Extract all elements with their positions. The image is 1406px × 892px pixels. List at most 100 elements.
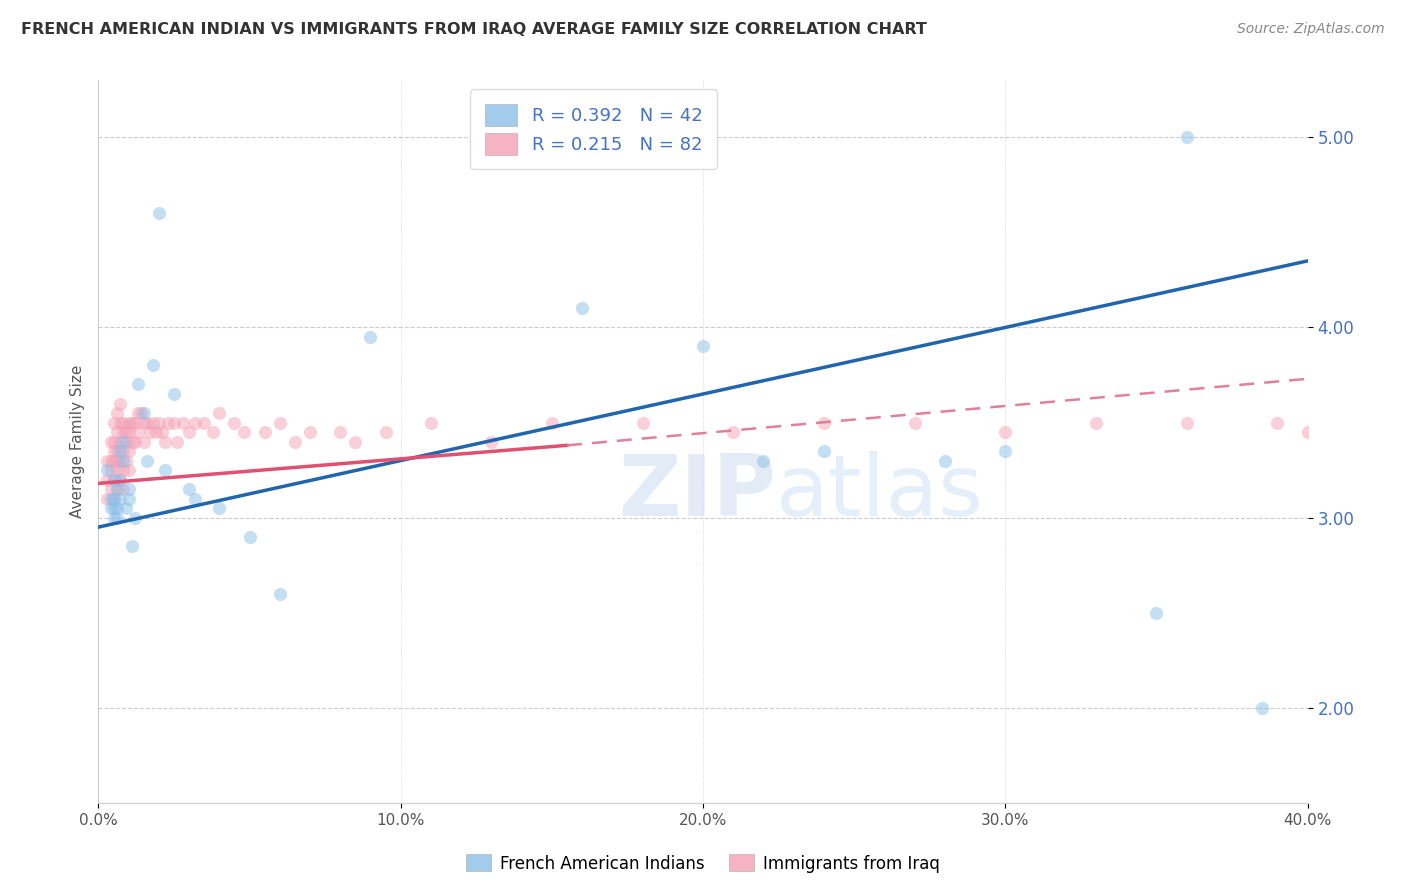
- Point: [179, 425, 201, 439]
- Point: [420, 416, 443, 430]
- Point: [108, 453, 131, 467]
- Point: [193, 416, 215, 430]
- Point: [124, 434, 146, 449]
- Point: [111, 453, 134, 467]
- Point: [105, 482, 128, 496]
- Point: [129, 406, 152, 420]
- Point: [100, 482, 122, 496]
- Point: [723, 425, 745, 439]
- Point: [114, 425, 136, 439]
- Point: [571, 301, 593, 316]
- Point: [163, 387, 186, 401]
- Point: [374, 425, 396, 439]
- Point: [103, 444, 125, 458]
- Point: [1085, 416, 1108, 430]
- Point: [299, 425, 322, 439]
- Point: [111, 482, 134, 496]
- Point: [142, 359, 165, 373]
- Point: [103, 501, 125, 516]
- Point: [127, 406, 149, 420]
- Point: [127, 377, 149, 392]
- Point: [96, 473, 118, 487]
- Point: [118, 425, 141, 439]
- Point: [813, 416, 835, 430]
- Point: [118, 444, 141, 458]
- Point: [148, 416, 170, 430]
- Point: [208, 406, 231, 420]
- Point: [118, 482, 141, 496]
- Point: [118, 463, 141, 477]
- Point: [121, 434, 143, 449]
- Point: [111, 416, 134, 430]
- Point: [127, 425, 149, 439]
- Point: [105, 510, 128, 524]
- Point: [202, 425, 225, 439]
- Point: [111, 434, 134, 449]
- Point: [118, 416, 141, 430]
- Point: [156, 416, 179, 430]
- Point: [100, 501, 122, 516]
- Text: FRENCH AMERICAN INDIAN VS IMMIGRANTS FROM IRAQ AVERAGE FAMILY SIZE CORRELATION C: FRENCH AMERICAN INDIAN VS IMMIGRANTS FRO…: [21, 22, 927, 37]
- Point: [1267, 416, 1289, 430]
- Point: [111, 463, 134, 477]
- Point: [163, 416, 186, 430]
- Point: [1175, 130, 1198, 145]
- Point: [172, 416, 194, 430]
- Point: [103, 416, 125, 430]
- Y-axis label: Average Family Size: Average Family Size: [69, 365, 84, 518]
- Point: [994, 425, 1017, 439]
- Point: [105, 453, 128, 467]
- Point: [132, 434, 155, 449]
- Point: [208, 501, 231, 516]
- Point: [105, 406, 128, 420]
- Point: [904, 416, 927, 430]
- Point: [105, 425, 128, 439]
- Point: [108, 416, 131, 430]
- Point: [344, 434, 367, 449]
- Point: [253, 425, 276, 439]
- Point: [108, 434, 131, 449]
- Point: [153, 434, 176, 449]
- Point: [184, 416, 207, 430]
- Point: [269, 416, 291, 430]
- Point: [232, 425, 254, 439]
- Legend: R = 0.392   N = 42, R = 0.215   N = 82: R = 0.392 N = 42, R = 0.215 N = 82: [470, 89, 717, 169]
- Point: [103, 434, 125, 449]
- Point: [994, 444, 1017, 458]
- Point: [135, 416, 157, 430]
- Point: [124, 416, 146, 430]
- Point: [103, 473, 125, 487]
- Point: [631, 416, 654, 430]
- Point: [1144, 606, 1167, 620]
- Point: [108, 473, 131, 487]
- Text: ZIP: ZIP: [617, 450, 776, 533]
- Point: [135, 453, 157, 467]
- Point: [224, 416, 246, 430]
- Point: [105, 444, 128, 458]
- Point: [105, 463, 128, 477]
- Point: [121, 539, 143, 553]
- Point: [145, 425, 167, 439]
- Point: [108, 473, 131, 487]
- Point: [103, 491, 125, 506]
- Point: [111, 444, 134, 458]
- Point: [96, 491, 118, 506]
- Point: [132, 416, 155, 430]
- Point: [100, 453, 122, 467]
- Point: [103, 510, 125, 524]
- Point: [360, 330, 382, 344]
- Point: [540, 416, 562, 430]
- Point: [100, 463, 122, 477]
- Point: [934, 453, 956, 467]
- Point: [124, 510, 146, 524]
- Point: [114, 453, 136, 467]
- Point: [752, 453, 775, 467]
- Point: [105, 482, 128, 496]
- Point: [150, 425, 173, 439]
- Point: [1251, 700, 1274, 714]
- Point: [284, 434, 307, 449]
- Point: [108, 491, 131, 506]
- Text: atlas: atlas: [776, 450, 984, 533]
- Point: [153, 463, 176, 477]
- Point: [108, 444, 131, 458]
